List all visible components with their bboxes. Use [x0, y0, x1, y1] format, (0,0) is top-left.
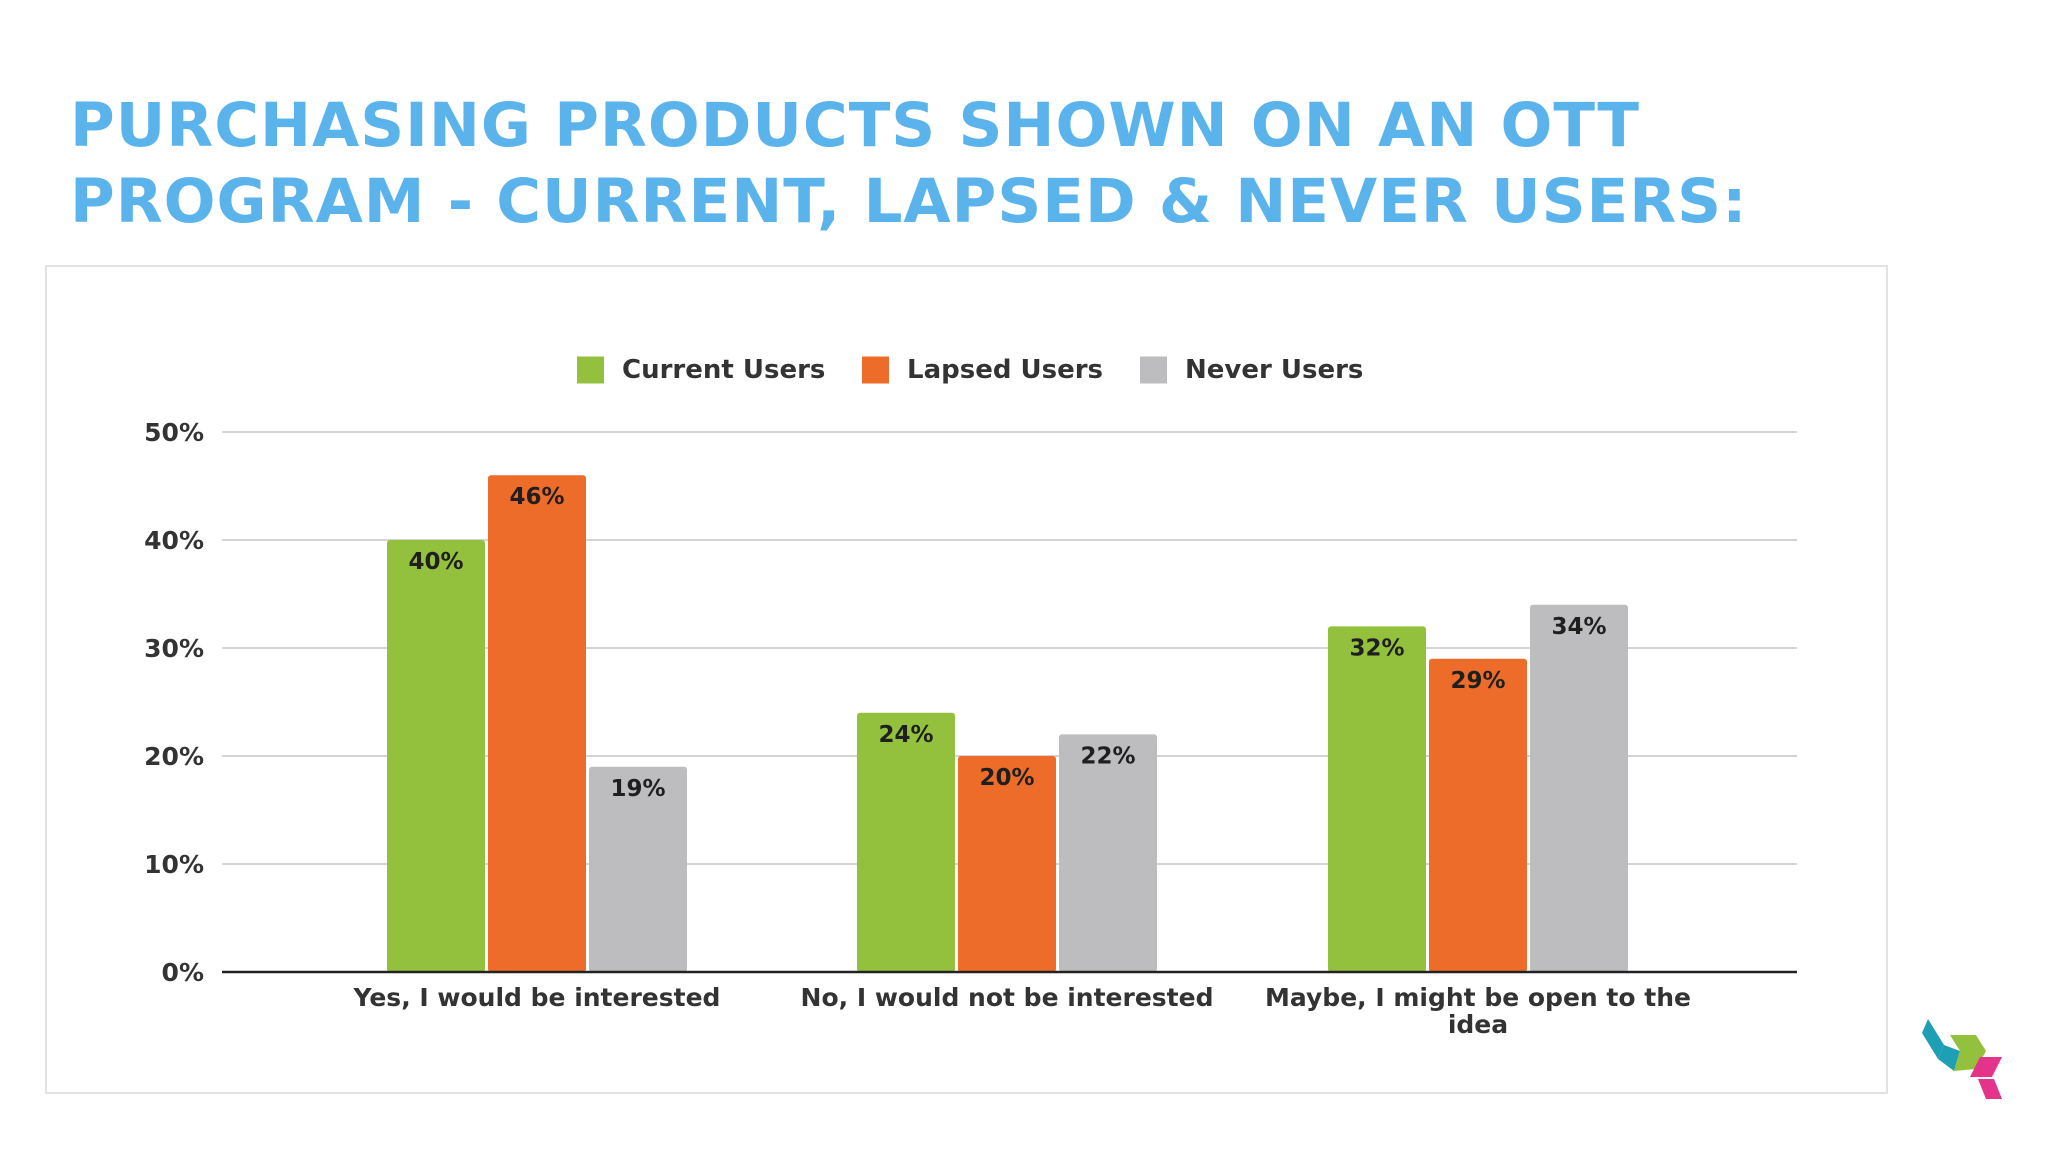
- logo-teal-facet-lower: [1938, 1045, 1960, 1071]
- bar: [488, 475, 586, 972]
- bar: [857, 712, 955, 972]
- x-tick-label: idea: [1448, 1010, 1508, 1039]
- page-title: PURCHASING PRODUCTS SHOWN ON AN OTT PROG…: [70, 88, 1970, 240]
- page-title-line-1: PURCHASING PRODUCTS SHOWN ON AN OTT: [70, 90, 1641, 161]
- data-label: 34%: [1551, 614, 1606, 640]
- logo-pink-facet: [1970, 1057, 2002, 1077]
- data-label: 32%: [1349, 635, 1404, 661]
- legend-swatch: [1140, 356, 1167, 384]
- bar-chart: 0% 10% 20% 30% 40% 50% 40% 46% 19% Yes, I would b…: [144, 355, 1797, 1039]
- logo-green-facet: [1950, 1035, 1986, 1051]
- legend-swatch: [577, 356, 604, 384]
- bar: [589, 766, 687, 972]
- chart-panel: 0% 10% 20% 30% 40% 50% 40% 46% 19% Yes, I would b…: [45, 265, 1888, 1094]
- data-label: 40%: [408, 549, 463, 575]
- bar: [1530, 604, 1628, 972]
- data-label: 46%: [509, 484, 564, 510]
- y-tick-label: 40%: [144, 526, 204, 555]
- data-label: 19%: [610, 776, 665, 802]
- data-label: 20%: [979, 765, 1034, 791]
- legend-item-lapsed-users: Lapsed Users: [907, 355, 1103, 385]
- bar: [1328, 626, 1426, 972]
- y-tick-label: 20%: [144, 742, 204, 771]
- legend-swatch: [862, 356, 889, 384]
- data-label: 24%: [878, 722, 933, 748]
- bar: [958, 756, 1056, 972]
- bar: [387, 540, 485, 972]
- page-title-line-2: PROGRAM - CURRENT, LAPSED & NEVER USERS:: [70, 166, 1748, 237]
- data-label: 29%: [1450, 668, 1505, 694]
- y-tick-label: 10%: [144, 850, 204, 879]
- x-tick-label: Maybe, I might be open to the: [1265, 983, 1691, 1012]
- x-tick-label: No, I would not be interested: [801, 983, 1214, 1012]
- logo-teal-facet: [1922, 1019, 1944, 1059]
- logo-green-facet-lower: [1954, 1051, 1986, 1071]
- logo-pink-facet-lower: [1978, 1079, 2002, 1099]
- y-tick-label: 0%: [162, 958, 204, 987]
- bar: [1059, 734, 1157, 972]
- legend-item-never-users: Never Users: [1185, 355, 1363, 385]
- y-tick-label: 50%: [144, 418, 204, 447]
- legend-item-current-users: Current Users: [622, 355, 825, 385]
- x-tick-label: Yes, I would be interested: [353, 983, 721, 1012]
- isometric-cubes-logo-icon: [1922, 1019, 2002, 1099]
- y-tick-label: 30%: [144, 634, 204, 663]
- data-label: 22%: [1080, 743, 1135, 769]
- bar: [1429, 658, 1527, 972]
